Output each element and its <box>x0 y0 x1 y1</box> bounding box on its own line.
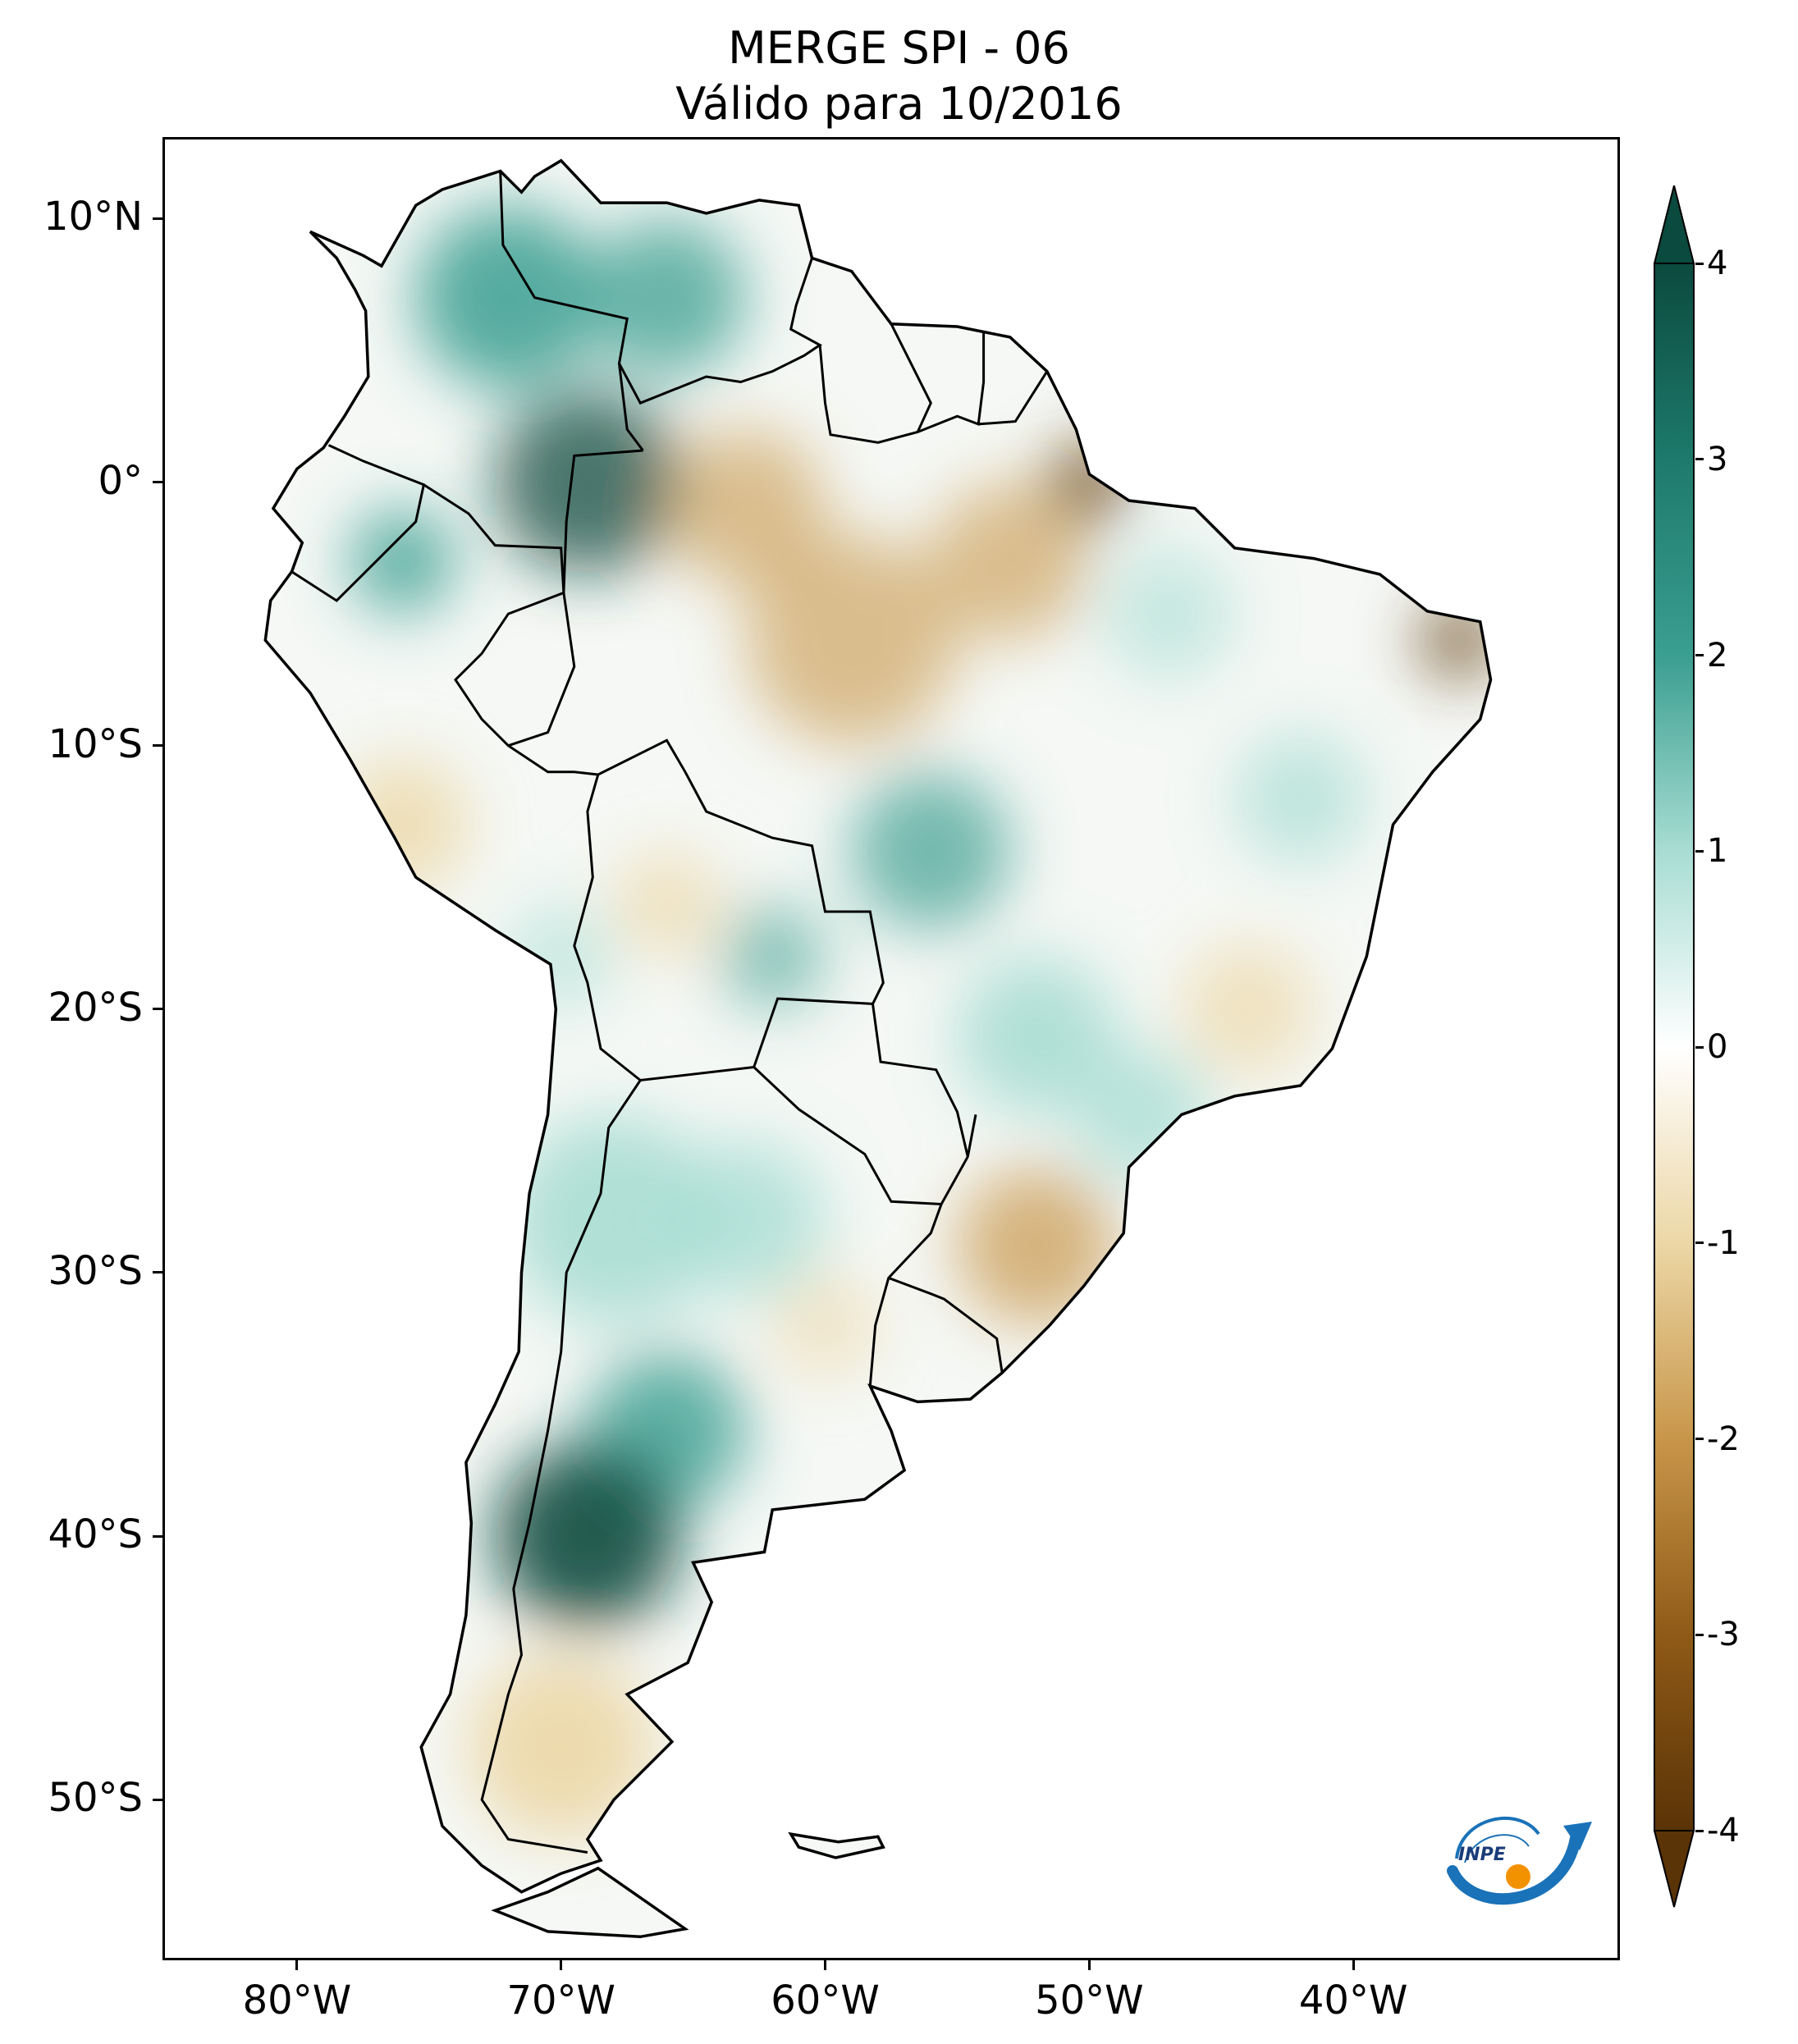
spi-anomaly-patch <box>1050 442 1129 522</box>
spi-anomaly-patch <box>350 508 455 615</box>
svg-text:INPE: INPE <box>1458 1845 1506 1865</box>
longitude-tick-label: 40°W <box>1298 1978 1408 2023</box>
longitude-tick <box>560 1960 563 1970</box>
spi-anomaly-patch <box>495 390 680 574</box>
border-line-11 <box>618 258 822 405</box>
border-line-2 <box>597 738 885 1005</box>
spi-anomaly-patch <box>719 903 826 1009</box>
colorbar-tick-label: 4 <box>1707 245 1728 282</box>
spi-anomaly-patch <box>415 205 601 391</box>
border-line-14 <box>978 370 1049 426</box>
spi-anomaly-patch <box>746 534 958 746</box>
latitude-tick-label: 20°S <box>48 984 143 1031</box>
border-line-10 <box>423 483 565 593</box>
spi-anomaly-patch <box>957 1167 1116 1326</box>
border-line-9 <box>291 444 426 602</box>
longitude-tick-label: 80°W <box>242 1978 352 2023</box>
longitude-tick-label: 50°W <box>1035 1978 1144 2023</box>
border-line-12 <box>818 323 932 444</box>
spi-map <box>263 158 1493 1939</box>
spi-anomaly-patch <box>1182 943 1314 1076</box>
colorbar-tick <box>1695 1241 1704 1245</box>
border-line-1 <box>454 449 643 776</box>
country-borders <box>291 171 1049 1854</box>
colorbar-tick-label: 3 <box>1707 440 1728 478</box>
inpe-logo-icon: INPE <box>1447 1816 1592 1905</box>
spi-anomaly-patch <box>1076 1049 1209 1181</box>
map-subtitle: Válido para 10/2016 <box>675 78 1123 130</box>
longitude-tick <box>824 1960 827 1970</box>
spi-anomaly-patch <box>469 1654 654 1840</box>
spi-anomaly-patch <box>1234 732 1367 865</box>
longitude-tick <box>295 1960 299 1970</box>
spi-anomaly-patch <box>851 771 1010 931</box>
map-frame <box>162 137 1620 1960</box>
colorbar-tick <box>1695 1829 1704 1832</box>
latitude-tick <box>153 1008 162 1011</box>
spi-anomaly-patch <box>588 218 746 377</box>
colorbar-tick-label: -2 <box>1707 1420 1740 1458</box>
spi-anomaly-patch <box>1102 547 1235 680</box>
spi-anomaly-patch <box>931 482 1090 641</box>
spi-anomaly-patch <box>336 758 469 891</box>
colorbar-tick-label: 2 <box>1707 636 1728 674</box>
spi-anomaly-patch <box>666 1141 826 1300</box>
colorbar-tick-label: 0 <box>1707 1028 1728 1066</box>
colorbar-tick-label: 1 <box>1707 832 1728 871</box>
latitude-tick <box>153 744 162 748</box>
border-line-15 <box>507 592 576 748</box>
colorbar-tick <box>1695 849 1704 853</box>
colorbar-extend-top <box>1653 185 1695 264</box>
border-line-8 <box>480 1079 642 1854</box>
colorbar-tick <box>1695 1438 1704 1440</box>
spi-anomaly-patch <box>666 429 826 588</box>
colorbar-tick <box>1695 458 1704 461</box>
latitude-tick-label: 30°S <box>48 1247 143 1294</box>
latitude-tick <box>153 1534 162 1538</box>
colorbar-tick-label: -3 <box>1707 1616 1740 1654</box>
colorbar-tick <box>1695 654 1704 656</box>
longitude-tick-label: 70°W <box>506 1978 615 2023</box>
colorbar-tick-label: -4 <box>1707 1812 1740 1850</box>
longitude-tick <box>1352 1960 1355 1970</box>
spi-anomaly-patch <box>508 903 615 1009</box>
longitude-tick-label: 60°W <box>771 1978 880 2023</box>
border-line-13 <box>917 332 986 433</box>
colorbar-tick-label: -1 <box>1707 1223 1740 1262</box>
colorbar-tick <box>1695 1045 1704 1049</box>
border-line-0 <box>499 171 644 451</box>
latitude-tick <box>153 217 162 220</box>
latitude-tick-label: 50°S <box>48 1775 143 1822</box>
border-line-3 <box>573 774 873 1082</box>
spi-anomaly-patch <box>508 1114 720 1326</box>
continent-outline <box>263 158 1493 1939</box>
latitude-tick-label: 0° <box>98 457 143 504</box>
latitude-tick-label: 40°S <box>48 1511 143 1558</box>
border-line-4 <box>872 1004 977 1158</box>
spi-anomaly-patch <box>957 956 1116 1115</box>
border-line-7 <box>888 1276 1004 1374</box>
border-line-5 <box>753 1066 969 1206</box>
map-title: MERGE SPI - 06 <box>728 22 1070 74</box>
colorbar-extend-bottom <box>1653 1830 1695 1908</box>
spi-anomaly-patch <box>614 851 720 957</box>
latitude-tick <box>153 1271 162 1274</box>
colorbar-body <box>1654 263 1695 1831</box>
latitude-tick-label: 10°S <box>48 720 143 767</box>
latitude-tick <box>153 481 162 483</box>
colorbar-tick <box>1695 1633 1704 1636</box>
colorbar <box>1653 185 1695 1908</box>
colorbar-tick <box>1695 262 1704 265</box>
spi-anomaly-patch <box>772 1273 878 1379</box>
spi-anomaly-patch <box>495 1443 680 1629</box>
longitude-tick <box>1087 1960 1091 1970</box>
latitude-tick <box>153 1798 162 1801</box>
latitude-tick-label: 10°N <box>43 194 143 240</box>
